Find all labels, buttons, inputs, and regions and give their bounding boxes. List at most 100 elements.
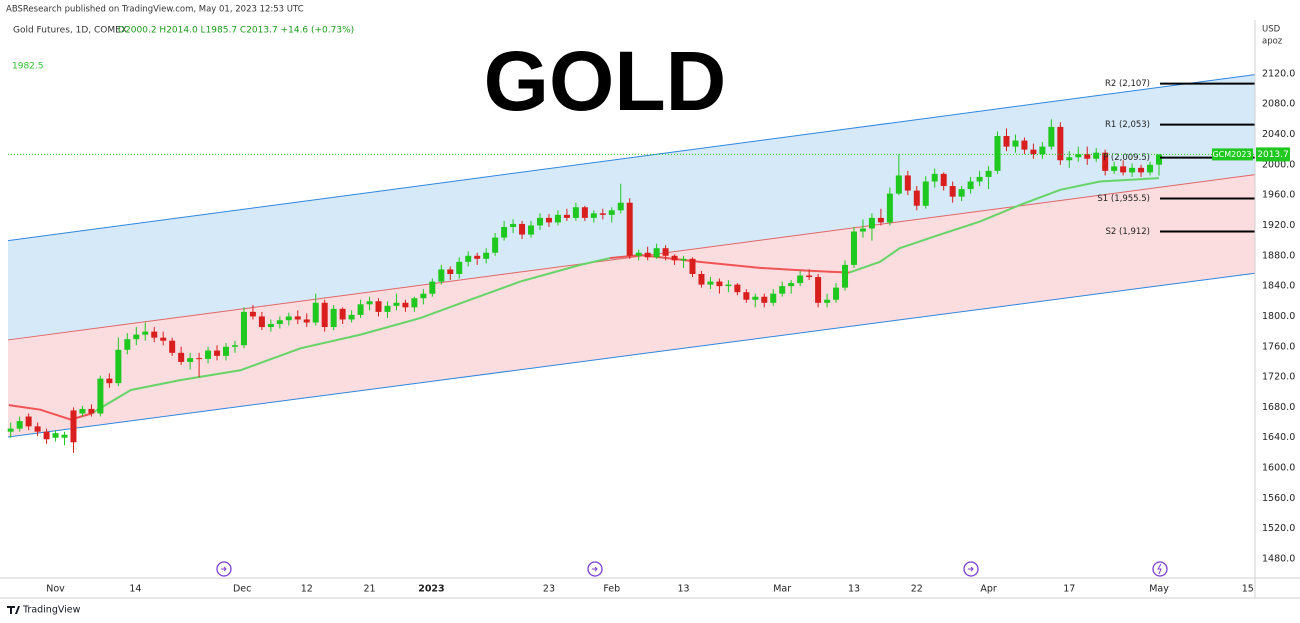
candle-body — [169, 340, 176, 353]
pivot-label: S1 (1,955.5) — [1097, 194, 1150, 204]
candle-body — [653, 248, 660, 258]
publish-note: ABSResearch published on TradingView.com… — [6, 5, 304, 15]
candle-body — [689, 258, 696, 274]
y-tick-label: 1560.0 — [1262, 493, 1295, 504]
currency: USD — [1262, 25, 1281, 35]
candle-body — [142, 331, 149, 335]
candle-body — [626, 202, 633, 256]
moving-average — [849, 177, 1160, 274]
candle-body — [644, 252, 651, 258]
y-tick-label: 1520.0 — [1262, 523, 1295, 534]
candle-body — [886, 193, 893, 223]
pivot-label: P (2,009.5) — [1103, 153, 1150, 163]
candle-body — [1084, 154, 1091, 159]
candle-body — [366, 301, 373, 305]
candle-body — [151, 331, 158, 338]
candle-body — [788, 283, 795, 287]
candle-body — [285, 316, 292, 321]
candle-body — [850, 231, 857, 265]
plot-area: R2 (2,107) R1 (2,053) P (2,009.5) S1 (1,955… — [7, 74, 1256, 453]
unit: apoz — [1262, 37, 1283, 47]
x-tick-label: 12 — [301, 584, 313, 595]
candle-body — [339, 308, 346, 320]
x-tick-label: 22 — [911, 584, 923, 595]
candle-body — [922, 181, 929, 206]
candle-body — [447, 269, 454, 274]
candle-body — [1111, 166, 1118, 171]
y-tick-label: 1880.0 — [1262, 250, 1295, 261]
candle-body — [572, 207, 579, 218]
event-icon[interactable] — [963, 561, 979, 577]
candle-body — [115, 349, 122, 384]
event-icons — [216, 561, 1168, 577]
candle-body — [267, 324, 274, 328]
candle-body — [205, 350, 212, 359]
candle-body — [608, 210, 615, 215]
candle-body — [1138, 167, 1145, 173]
candle-body — [761, 296, 768, 303]
candle-body — [833, 287, 840, 300]
candle-body — [662, 248, 669, 256]
y-tick-label: 2120.0 — [1262, 68, 1295, 79]
candle-body — [420, 293, 427, 299]
candle-body — [97, 378, 104, 414]
candle-body — [124, 339, 131, 350]
event-icon[interactable] — [216, 561, 232, 577]
candle-body — [528, 225, 535, 235]
x-tick-label: Feb — [603, 584, 620, 595]
pivot-label: S2 (1,912) — [1106, 227, 1150, 237]
candle-body — [895, 175, 902, 194]
candle-body — [824, 299, 831, 303]
event-icon[interactable] — [587, 561, 603, 577]
candle-body — [483, 252, 490, 259]
candle-body — [1012, 140, 1019, 147]
candle-body — [680, 258, 687, 261]
candle-body — [1093, 152, 1100, 159]
candle-body — [456, 261, 463, 274]
x-tick-label: 23 — [543, 584, 555, 595]
y-tick-label: 1800.0 — [1262, 311, 1295, 322]
x-tick-label: Mar — [773, 584, 791, 595]
candle-body — [1057, 126, 1064, 161]
y-tick-label: 1640.0 — [1262, 432, 1295, 443]
symbol-info: Gold Futures, 1D, COMEX — [13, 26, 127, 36]
y-tick-label: 1960.0 — [1262, 190, 1295, 201]
x-tick-label: 13 — [677, 584, 689, 595]
candle-body — [1066, 157, 1073, 161]
candle-body — [510, 223, 517, 227]
candle-body — [231, 345, 238, 347]
candle-body — [384, 305, 391, 312]
event-icon[interactable] — [1152, 561, 1168, 577]
event-icon-arrow — [968, 566, 974, 572]
x-tick-label: Dec — [233, 584, 251, 595]
candle-body — [599, 213, 606, 215]
candle-body — [411, 298, 418, 308]
logo-text: TradingView — [22, 605, 81, 616]
event-icon-arrow — [592, 566, 598, 572]
candle-body — [294, 316, 301, 320]
candle-body — [1075, 154, 1082, 158]
candle-body — [7, 428, 14, 432]
candle-body — [43, 431, 50, 440]
candle-body — [438, 269, 445, 282]
ma-value: 1982.5 — [12, 62, 44, 72]
candle-body — [312, 302, 319, 323]
candle-body — [985, 170, 992, 177]
candle-body — [375, 301, 382, 312]
candle-body — [16, 421, 23, 429]
y-tick-label: 1680.0 — [1262, 402, 1295, 413]
candle-body — [88, 408, 95, 414]
x-tick-label: Apr — [980, 584, 997, 595]
candle-body — [563, 214, 570, 218]
candle-body — [214, 350, 221, 356]
candle-body — [25, 416, 32, 427]
candle-body — [1048, 126, 1055, 147]
candle-body — [545, 217, 552, 223]
candle-body — [34, 426, 41, 432]
candle-body — [617, 202, 624, 211]
candle-body — [1003, 135, 1010, 147]
y-tick-label: 1600.0 — [1262, 463, 1295, 474]
candle-body — [931, 173, 938, 182]
logo-mark — [7, 606, 20, 614]
candle-body — [258, 316, 265, 328]
